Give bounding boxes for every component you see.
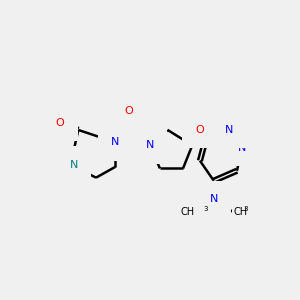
Text: N: N (146, 140, 154, 150)
Text: 3: 3 (243, 206, 248, 212)
Text: O: O (56, 118, 64, 128)
Text: O: O (125, 106, 134, 116)
Text: N: N (70, 160, 78, 170)
Text: CH: CH (180, 207, 195, 217)
Text: N: N (210, 194, 218, 204)
Text: H: H (63, 160, 70, 170)
Text: N: N (225, 125, 233, 135)
Text: 3: 3 (204, 206, 208, 212)
Text: CH: CH (234, 207, 248, 217)
Text: N: N (111, 137, 119, 147)
Text: N: N (238, 143, 247, 153)
Text: O: O (196, 125, 204, 135)
